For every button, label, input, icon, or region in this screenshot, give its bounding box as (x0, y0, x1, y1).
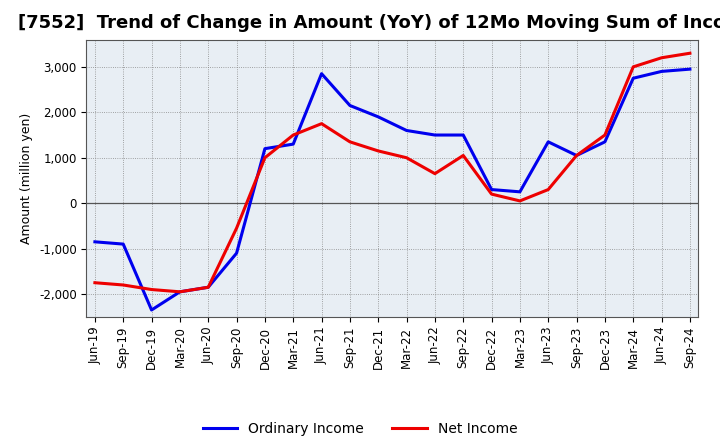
Net Income (459, 153, 467, 158)
Ordinary Income (346, 103, 354, 108)
Ordinary Income (233, 250, 241, 256)
Net Income (204, 285, 212, 290)
Ordinary Income (402, 128, 411, 133)
Net Income (148, 287, 156, 292)
Net Income (431, 171, 439, 176)
Legend: Ordinary Income, Net Income: Ordinary Income, Net Income (197, 417, 523, 440)
Ordinary Income (119, 242, 127, 247)
Ordinary Income (431, 132, 439, 138)
Net Income (685, 51, 694, 56)
Net Income (318, 121, 326, 126)
Ordinary Income (204, 285, 212, 290)
Ordinary Income (148, 308, 156, 313)
Net Income (657, 55, 666, 60)
Net Income (402, 155, 411, 161)
Net Income (91, 280, 99, 286)
Net Income (119, 282, 127, 288)
Ordinary Income (629, 76, 637, 81)
Line: Ordinary Income: Ordinary Income (95, 69, 690, 310)
Net Income (516, 198, 524, 204)
Y-axis label: Amount (million yen): Amount (million yen) (20, 113, 33, 244)
Net Income (289, 132, 297, 138)
Ordinary Income (516, 189, 524, 194)
Ordinary Income (487, 187, 496, 192)
Ordinary Income (176, 289, 184, 294)
Net Income (176, 289, 184, 294)
Ordinary Income (685, 66, 694, 72)
Net Income (346, 139, 354, 144)
Net Income (261, 155, 269, 161)
Net Income (233, 226, 241, 231)
Ordinary Income (572, 153, 581, 158)
Net Income (572, 153, 581, 158)
Net Income (487, 191, 496, 197)
Ordinary Income (459, 132, 467, 138)
Net Income (600, 132, 609, 138)
Ordinary Income (657, 69, 666, 74)
Ordinary Income (544, 139, 552, 144)
Ordinary Income (289, 142, 297, 147)
Net Income (629, 64, 637, 70)
Net Income (374, 148, 382, 154)
Ordinary Income (374, 114, 382, 120)
Title: [7552]  Trend of Change in Amount (YoY) of 12Mo Moving Sum of Incomes: [7552] Trend of Change in Amount (YoY) o… (18, 15, 720, 33)
Line: Net Income: Net Income (95, 53, 690, 292)
Ordinary Income (318, 71, 326, 76)
Ordinary Income (600, 139, 609, 144)
Ordinary Income (91, 239, 99, 245)
Net Income (544, 187, 552, 192)
Ordinary Income (261, 146, 269, 151)
